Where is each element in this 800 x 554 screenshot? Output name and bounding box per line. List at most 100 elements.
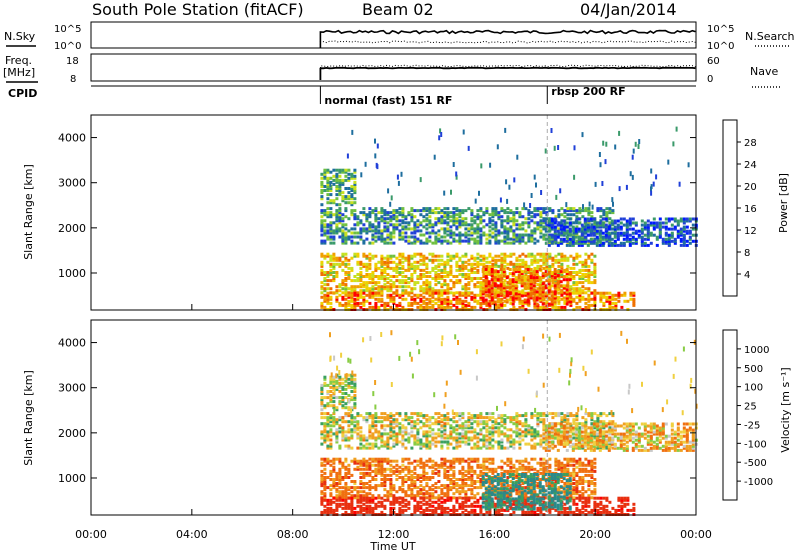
scatter-cell [578, 207, 582, 211]
scatter-cell [601, 217, 605, 221]
scatter-cell [452, 428, 456, 432]
scatter-cell [458, 237, 462, 241]
scatter-cell [601, 231, 605, 235]
scatter-cell [631, 227, 635, 231]
scatter-cell [341, 233, 345, 237]
scatter-cell [530, 233, 534, 237]
scatter-cell [526, 292, 530, 296]
scatter-cell [347, 373, 351, 377]
scatter-cell [320, 461, 324, 465]
scatter-cell [350, 241, 354, 245]
scatter-cell [688, 422, 692, 426]
scatter-cell [670, 424, 674, 428]
scatter-cell [511, 296, 515, 300]
scatter-cell [371, 420, 375, 424]
scatter-cell [503, 299, 507, 303]
scatter-cell [479, 297, 483, 301]
scatter-cell [377, 297, 381, 301]
scatter-cell [488, 436, 492, 440]
scatter-cell [625, 219, 629, 223]
scatter-cell [518, 442, 522, 446]
scatter-cell [410, 295, 414, 299]
scatter-cell [479, 207, 483, 211]
scatter-cell [599, 219, 603, 223]
isolated-echo [559, 188, 562, 194]
scatter-cell [509, 420, 513, 424]
scatter-cell [338, 289, 342, 293]
scatter-cell [560, 275, 564, 278]
scatter-cell [332, 279, 336, 283]
scatter-cell [377, 430, 381, 434]
scatter-cell [338, 418, 342, 422]
scatter-cell [338, 187, 342, 190]
scatter-cell [386, 424, 390, 428]
scatter-cell [392, 254, 396, 258]
scatter-cell [347, 191, 351, 195]
scatter-cell [347, 195, 351, 199]
scatter-cell [359, 279, 363, 283]
scatter-cell [461, 428, 465, 432]
scatter-cell [398, 213, 402, 217]
scatter-cell [494, 264, 498, 268]
scatter-cell [682, 241, 686, 245]
scatter-cell [368, 436, 372, 440]
scatter-cell [326, 444, 330, 448]
scatter-cell [514, 296, 518, 300]
scatter-cell [587, 254, 591, 258]
scatter-cell [506, 221, 510, 225]
scatter-cell [440, 271, 444, 274]
scatter-cell [338, 490, 342, 494]
scatter-cell [497, 426, 501, 430]
scatter-cell [449, 268, 453, 272]
scatter-cell [617, 295, 621, 299]
scatter-cell [581, 289, 585, 293]
scatter-cell [401, 434, 405, 438]
scatter-cell [569, 254, 573, 258]
scatter-cell [377, 285, 381, 289]
scatter-cell [458, 297, 462, 301]
scatter-cell [368, 225, 372, 229]
scatter-cell [583, 448, 587, 452]
scatter-cell [422, 207, 426, 211]
scatter-cell [664, 237, 668, 241]
scatter-cell [335, 422, 339, 426]
scatter-cell [643, 223, 647, 227]
scatter-cell [518, 241, 522, 245]
scatter-cell [413, 412, 417, 416]
scatter-cell [458, 299, 462, 303]
scatter-cell [356, 273, 360, 276]
scatter-cell [586, 442, 590, 446]
scatter-cell [682, 440, 686, 444]
scatter-cell [395, 217, 399, 221]
scatter-cell [584, 432, 588, 436]
scatter-cell [520, 282, 524, 286]
scatter-cell [587, 297, 591, 301]
scatter-cell [590, 271, 594, 274]
scatter-cell [344, 457, 348, 461]
scatter-cell [482, 279, 486, 283]
scatter-cell [380, 277, 384, 280]
scatter-cell [470, 227, 474, 231]
scatter-cell [407, 260, 411, 264]
scatter-cell [493, 278, 497, 282]
scatter-cell [359, 436, 363, 440]
scatter-cell [416, 252, 420, 256]
scatter-cell [479, 301, 483, 305]
scatter-cell [607, 446, 611, 450]
scatter-cell [323, 305, 327, 309]
scatter-cell [347, 383, 351, 387]
scatter-cell [476, 422, 480, 426]
scatter-cell [464, 221, 468, 225]
scatter-cell [344, 434, 348, 438]
scatter-cell [455, 420, 459, 424]
scatter-cell [521, 303, 525, 307]
scatter-cell [413, 266, 417, 270]
scatter-cell [368, 229, 372, 233]
scatter-cell [670, 231, 674, 235]
scatter-cell [643, 227, 647, 231]
scatter-cell [332, 182, 336, 186]
scatter-cell [503, 209, 507, 213]
scatter-cell [329, 471, 333, 475]
scatter-cell [335, 299, 339, 303]
scatter-cell [608, 301, 612, 305]
